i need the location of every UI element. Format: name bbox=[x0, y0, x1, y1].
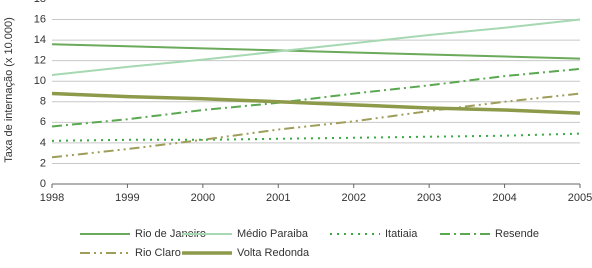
y-tick-label: 12 bbox=[34, 55, 46, 67]
y-tick-label: 10 bbox=[34, 75, 46, 87]
series-line bbox=[51, 91, 581, 115]
y-tick-label: 0 bbox=[40, 178, 46, 190]
x-tick-label: 2001 bbox=[266, 192, 290, 204]
x-tick-label: 1998 bbox=[40, 192, 64, 204]
y-tick-label: 8 bbox=[40, 96, 46, 108]
y-tick-label: 18 bbox=[34, 0, 46, 5]
series-line bbox=[51, 92, 581, 159]
legend-label: Rio de Janeiro bbox=[135, 228, 206, 240]
legend-label: Itatiaia bbox=[385, 228, 418, 240]
y-tick-label: 16 bbox=[34, 13, 46, 25]
legend-label: Rio Claro bbox=[135, 247, 181, 259]
series-line bbox=[51, 18, 581, 77]
series-line bbox=[51, 43, 581, 60]
y-tick-label: 6 bbox=[40, 116, 46, 128]
x-tick-label: 2000 bbox=[191, 192, 215, 204]
legend-label: Volta Redonda bbox=[237, 247, 310, 259]
x-tick-label: 2004 bbox=[492, 192, 516, 204]
y-tick-label: 2 bbox=[40, 157, 46, 169]
series-line bbox=[51, 132, 581, 142]
y-axis-label: Taxa de internação (x 10.000) bbox=[3, 17, 15, 163]
x-tick-label: 2002 bbox=[341, 192, 365, 204]
series-line bbox=[51, 67, 581, 128]
x-tick-label: 2003 bbox=[417, 192, 441, 204]
legend-label: Resende bbox=[495, 228, 539, 240]
y-tick-label: 4 bbox=[40, 137, 46, 149]
x-tick-label: 2005 bbox=[568, 192, 592, 204]
legend-label: Médio Paraiba bbox=[237, 228, 309, 240]
x-tick-label: 1999 bbox=[115, 192, 139, 204]
y-tick-label: 14 bbox=[34, 34, 46, 46]
